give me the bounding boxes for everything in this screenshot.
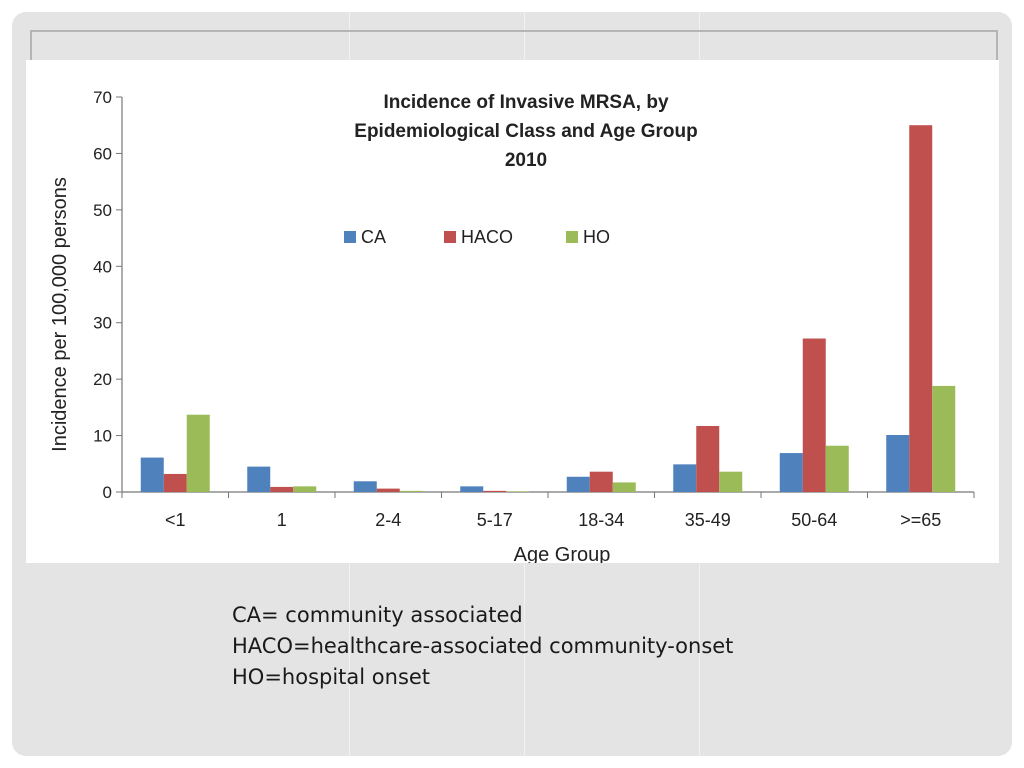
bar-ca: [566, 476, 590, 492]
bar-haco: [589, 471, 613, 492]
chart-title-line: Incidence of Invasive MRSA, by: [383, 92, 669, 113]
slide-background: Incidence of Invasive MRSA, by Epidemiolo…: [12, 12, 1012, 756]
note-ho: HO=hospital onset: [232, 665, 431, 689]
bar-ca: [886, 435, 910, 492]
y-tick-label: 50: [93, 201, 112, 220]
x-tick-label: 18-34: [578, 510, 624, 530]
y-tick-label: 20: [93, 370, 112, 389]
bar-ho: [399, 490, 423, 492]
x-tick-label: 35-49: [685, 510, 731, 530]
bar-ca: [353, 481, 377, 492]
x-axis-label: Age Group: [514, 544, 611, 563]
legend-label-ho: HO: [583, 227, 610, 247]
bar-haco: [802, 338, 826, 492]
abbreviation-notes: CA= community associated HACO=healthcare…: [232, 600, 733, 693]
chart-title-line: Epidemiological Class and Age Group: [354, 121, 697, 142]
x-tick-label: 50-64: [791, 510, 837, 530]
y-tick-label: 30: [93, 314, 112, 333]
bar-ho: [612, 482, 636, 492]
bar-haco: [696, 425, 720, 492]
chart-axes: 0 10 20 30 40 50 60 70 <1 1 2-4 5-17 18-34 35-49 50-64…: [49, 88, 975, 563]
bar-haco: [376, 488, 400, 492]
bar-ho: [186, 414, 210, 492]
note-ca: CA= community associated: [232, 603, 523, 627]
legend-swatch-haco: [444, 231, 456, 243]
legend-label-ca: CA: [361, 227, 386, 247]
bar-ca: [779, 453, 803, 492]
note-haco: HACO=healthcare-associated community-ons…: [232, 634, 734, 658]
y-axis-label: Incidence per 100,000 persons: [49, 177, 71, 452]
slide-frame: [30, 30, 998, 72]
legend-swatch-ca: [344, 231, 356, 243]
bar-haco: [163, 473, 187, 492]
bar-ho: [719, 471, 743, 492]
bar-haco: [909, 125, 933, 492]
legend-label-haco: HACO: [461, 227, 513, 247]
y-tick-label: 40: [93, 257, 112, 276]
bar-ho: [932, 385, 956, 492]
chart-title: Incidence of Invasive MRSA, by Epidemiolo…: [354, 92, 697, 171]
bar-chart: Incidence of Invasive MRSA, by Epidemiolo…: [49, 88, 975, 563]
y-tick-label: 70: [93, 88, 112, 107]
legend-swatch-ho: [566, 231, 578, 243]
chart-legend: CA HACO HO: [344, 227, 610, 247]
bar-ho: [825, 445, 849, 492]
x-tick-label: 5-17: [477, 510, 513, 530]
chart-bars: [140, 125, 956, 492]
x-tick-label: 2-4: [375, 510, 401, 530]
bar-ca: [460, 486, 484, 492]
chart-container: Incidence of Invasive MRSA, by Epidemiolo…: [26, 60, 999, 563]
bar-ca: [247, 466, 271, 492]
bar-ca: [140, 457, 164, 492]
bar-ho: [293, 486, 317, 492]
bar-ca: [673, 464, 697, 492]
x-tick-label: <1: [165, 510, 186, 530]
y-tick-label: 10: [93, 427, 112, 446]
x-tick-label: 1: [277, 510, 287, 530]
x-tick-label: >=65: [900, 510, 941, 530]
y-tick-label: 0: [103, 483, 112, 502]
bar-ho: [506, 491, 530, 492]
y-tick-label: 60: [93, 144, 112, 163]
bar-haco: [270, 486, 294, 492]
chart-title-line: 2010: [505, 150, 547, 171]
bar-haco: [483, 490, 507, 492]
